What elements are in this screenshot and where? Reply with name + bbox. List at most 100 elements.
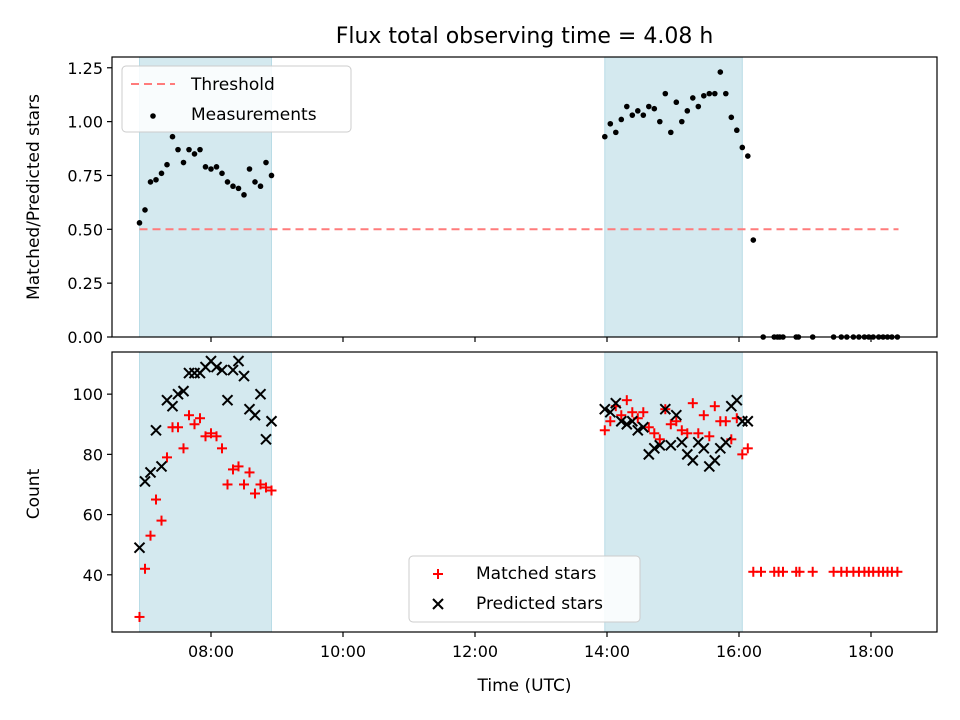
- predicted-star-point: [742, 415, 754, 427]
- predicted-star-point: [249, 409, 261, 421]
- matched-star-point: [756, 566, 766, 577]
- legend-matched-label: Matched stars: [476, 564, 596, 584]
- cross-stroke-b: [632, 424, 644, 436]
- measurement-point: [618, 116, 625, 123]
- y-axis-ticks: 0.00 0.25 0.50 0.75 1.00 1.25: [67, 59, 112, 347]
- matched-star-point: [742, 443, 753, 454]
- x-axis-ticks: 08:00 10:00 12:00 14:00 16:00 18:00: [188, 632, 894, 661]
- matched-star-point: [665, 419, 676, 430]
- predicted-star-point: [687, 454, 699, 467]
- y-tick-label: 1.00: [67, 113, 103, 132]
- legend-measurements-swatch: [150, 113, 156, 119]
- cross-stroke-b: [692, 436, 705, 449]
- matched-star-point: [682, 428, 693, 439]
- cross-stroke-b: [260, 433, 272, 446]
- cross-stroke-b: [654, 439, 666, 452]
- measurement-point: [263, 159, 269, 166]
- measurement-point: [147, 179, 154, 185]
- x-axis-label: Time (UTC): [477, 676, 572, 696]
- measurement-point: [673, 99, 680, 106]
- matched-star-point: [239, 479, 249, 490]
- matched-star-point: [195, 413, 205, 424]
- matched-star-point: [671, 416, 682, 427]
- cross-stroke-b: [150, 424, 162, 436]
- cross-stroke-b: [166, 400, 179, 412]
- matched-star-point: [709, 401, 720, 412]
- x-tick-label: 10:00: [320, 642, 366, 661]
- matched-star-point: [794, 566, 805, 577]
- measurement-point: [224, 179, 231, 185]
- cross-stroke-b: [621, 418, 633, 430]
- measurement-point: [257, 183, 264, 190]
- matched-star-point: [244, 467, 255, 478]
- cross-stroke-b: [742, 415, 754, 427]
- matched-star-point: [228, 464, 238, 475]
- measurement-point: [657, 118, 663, 125]
- y-tick-label: 0.25: [67, 274, 103, 293]
- measurement-point: [235, 185, 242, 192]
- measurement-point: [268, 172, 275, 179]
- predicted-star-point: [626, 415, 639, 427]
- predicted-star-point: [166, 400, 179, 412]
- measurement-point: [180, 159, 187, 166]
- cross-stroke-b: [155, 460, 168, 473]
- predicted-star-point: [144, 466, 157, 479]
- matched-star-point: [217, 443, 227, 454]
- matched-star-point: [638, 407, 649, 418]
- matched-star-point: [807, 566, 818, 577]
- y-axis-ticks: 40 60 80 100: [72, 385, 112, 585]
- predicted-star-point: [670, 409, 683, 421]
- x-tick-label: 08:00: [188, 642, 234, 661]
- measurement-point: [136, 220, 143, 226]
- matched-star-point: [250, 488, 260, 499]
- cross-stroke-b: [604, 406, 617, 418]
- measurement-point: [728, 114, 735, 121]
- predicted-star-point: [599, 403, 611, 415]
- cross-stroke-b: [599, 403, 611, 415]
- cross-stroke-b: [432, 598, 444, 610]
- matched-star-point: [233, 461, 244, 472]
- cross-stroke-b: [676, 436, 688, 449]
- predicted-star-point: [654, 439, 666, 452]
- measurement-point: [252, 179, 258, 185]
- measurement-point: [186, 146, 192, 153]
- cross-stroke-b: [227, 364, 239, 376]
- matched-star-point: [616, 410, 627, 421]
- measurement-point: [175, 146, 181, 153]
- predicted-star-point: [221, 394, 234, 406]
- matched-star-point: [687, 398, 698, 409]
- measurement-point: [142, 207, 148, 213]
- x-tick-label: 18:00: [848, 642, 894, 661]
- observing-window: [139, 351, 272, 633]
- predicted-star-point: [720, 436, 732, 449]
- cross-stroke-b: [665, 439, 677, 452]
- matched-star-point: [676, 425, 687, 436]
- predicted-star-point: [648, 442, 661, 455]
- predicted-star-point: [133, 541, 146, 554]
- measurement-point: [169, 133, 176, 140]
- matched-star-point: [200, 431, 211, 442]
- y-tick-label: 80: [83, 445, 103, 464]
- matched-star-point: [145, 530, 156, 541]
- measurement-point: [602, 133, 608, 140]
- measurement-point: [712, 90, 718, 97]
- measurement-point: [153, 176, 159, 183]
- measurement-point: [629, 112, 636, 118]
- measurement-point: [219, 170, 225, 177]
- cross-stroke-b: [243, 403, 256, 415]
- matched-star-point: [778, 566, 788, 577]
- cross-stroke-b: [637, 421, 650, 433]
- matched-star-point: [140, 563, 150, 574]
- cross-stroke-b: [698, 442, 710, 455]
- cross-stroke-b: [659, 403, 672, 415]
- measurement-point: [701, 92, 707, 99]
- ratio-panel: Flux total observing time = 4.08 h 0.000…: [24, 24, 938, 347]
- matched-star-point: [266, 485, 277, 496]
- legend-plus-marker: [433, 569, 443, 579]
- y-tick-label: 40: [83, 566, 103, 585]
- cross-stroke-b: [648, 442, 661, 455]
- measurement-point: [662, 90, 669, 97]
- measurement-point: [734, 127, 740, 134]
- matched-star-point: [627, 407, 638, 418]
